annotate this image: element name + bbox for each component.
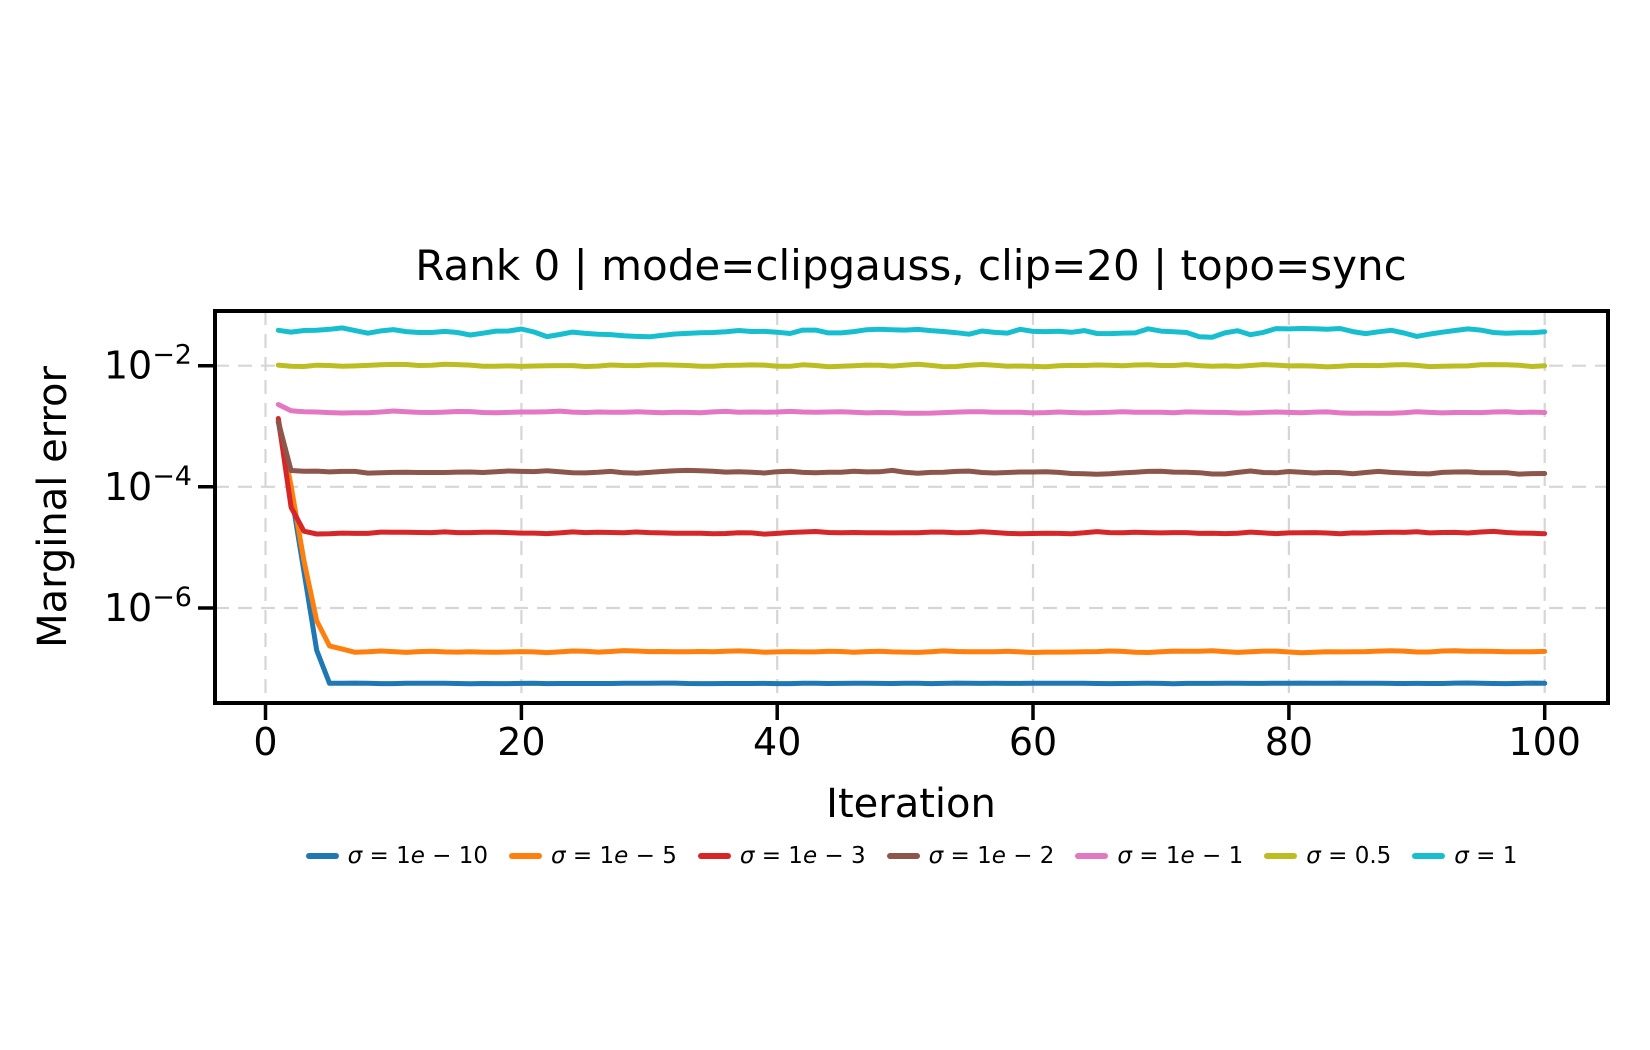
y-tick-labels: 10−2 10−4 10−6: [104, 340, 192, 630]
series-line-7: [275, 325, 1548, 340]
legend-label: σ = 1e − 1: [1117, 843, 1244, 869]
legend-label: σ = 1e − 10: [347, 843, 489, 869]
legend-label: σ = 0.5: [1306, 843, 1392, 869]
legend-item: σ = 1e − 5: [509, 843, 677, 869]
legend-item: σ = 1e − 1: [1075, 843, 1243, 869]
x-axis-label: Iteration: [826, 781, 996, 827]
y-tick-label: 10−6: [104, 582, 192, 630]
plot-frame: [213, 309, 1610, 705]
series-line-1: [275, 419, 1548, 687]
legend-swatch: [1075, 853, 1109, 859]
x-tick-labels: 0 20 40 60 80 100: [253, 720, 1581, 764]
x-tick-label: 100: [1508, 720, 1581, 764]
legend-label: σ = 1e − 5: [551, 843, 677, 869]
tick-marks: [198, 363, 1547, 720]
legend-label: σ = 1: [1454, 843, 1518, 869]
x-tick-label: 20: [497, 720, 545, 764]
series-line-6: [275, 361, 1548, 370]
legend-swatch: [1264, 853, 1298, 859]
legend-item: σ = 1: [1412, 843, 1517, 869]
legend-item: σ = 1e − 2: [886, 843, 1055, 869]
series-line-2: [275, 416, 1548, 656]
legend: σ = 1e − 10 σ = 1e − 5 σ = 1e − 3 σ = 1e − …: [215, 838, 1608, 874]
x-tick-label: 40: [753, 720, 801, 764]
chart-title: Rank 0 | mode=clipgauss, clip=20 | topo=…: [415, 241, 1406, 290]
legend-item: σ = 1e − 3: [697, 843, 866, 869]
series-line-5: [275, 402, 1548, 416]
x-tick-label: 80: [1265, 720, 1313, 764]
series-line-4: [275, 419, 1548, 477]
x-tick-label: 0: [253, 720, 277, 764]
data-series: [275, 325, 1548, 687]
legend-swatch: [1412, 853, 1446, 859]
y-tick-label: 10−2: [104, 340, 192, 388]
legend-label: σ = 1e − 3: [739, 843, 866, 869]
x-tick-label: 60: [1009, 720, 1057, 764]
legend-swatch: [509, 853, 543, 859]
legend-item: σ = 1e − 10: [305, 843, 489, 869]
legend-item: σ = 0.5: [1264, 843, 1391, 869]
legend-swatch: [697, 853, 731, 859]
y-axis-label: Marginal error: [30, 366, 76, 648]
y-tick-label: 10−4: [104, 461, 192, 509]
series-line-3: [275, 416, 1548, 537]
legend-swatch: [305, 853, 339, 859]
legend-label: σ = 1e − 2: [928, 843, 1055, 869]
legend-swatch: [886, 853, 920, 859]
